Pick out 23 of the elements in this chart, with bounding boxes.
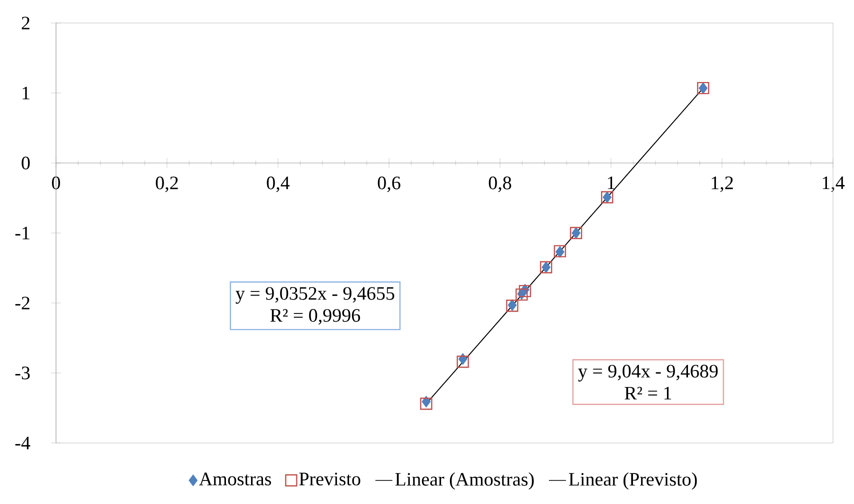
x-tick-label: 0 — [52, 176, 60, 190]
x-tick-label: 1 — [608, 176, 615, 190]
annotation: R² = 0,9996 — [270, 309, 360, 325]
y-tick-label: 2 — [22, 16, 30, 30]
annotation: y = 9,0352x - 9,4655 — [236, 287, 394, 304]
legend-label: Previsto — [299, 472, 360, 486]
x-tick-label: 1,2 — [712, 176, 733, 192]
x-tick-label: 0,6 — [378, 176, 400, 192]
x-tick-label: 0,8 — [488, 176, 512, 192]
y-tick-label: 1 — [22, 86, 30, 100]
legend-label: Linear (Previsto) — [568, 472, 697, 490]
y-tick-label: -2 — [15, 296, 30, 310]
legend-label: Amostras — [199, 472, 272, 486]
y-tick-label: -1 — [15, 226, 30, 240]
annotation: R² = 1 — [624, 386, 672, 400]
x-tick-label: 0,2 — [156, 176, 178, 192]
x-tick-label: 0,4 — [266, 176, 290, 192]
y-tick-label: 0 — [22, 156, 30, 170]
y-tick-label: -3 — [15, 366, 30, 380]
x-tick-label: 1,4 — [822, 176, 845, 192]
y-tick-label: -4 — [15, 436, 30, 450]
legend-label: Linear (Amostras) — [395, 472, 534, 490]
annotation: y = 9,04x - 9,4689 — [578, 364, 718, 382]
